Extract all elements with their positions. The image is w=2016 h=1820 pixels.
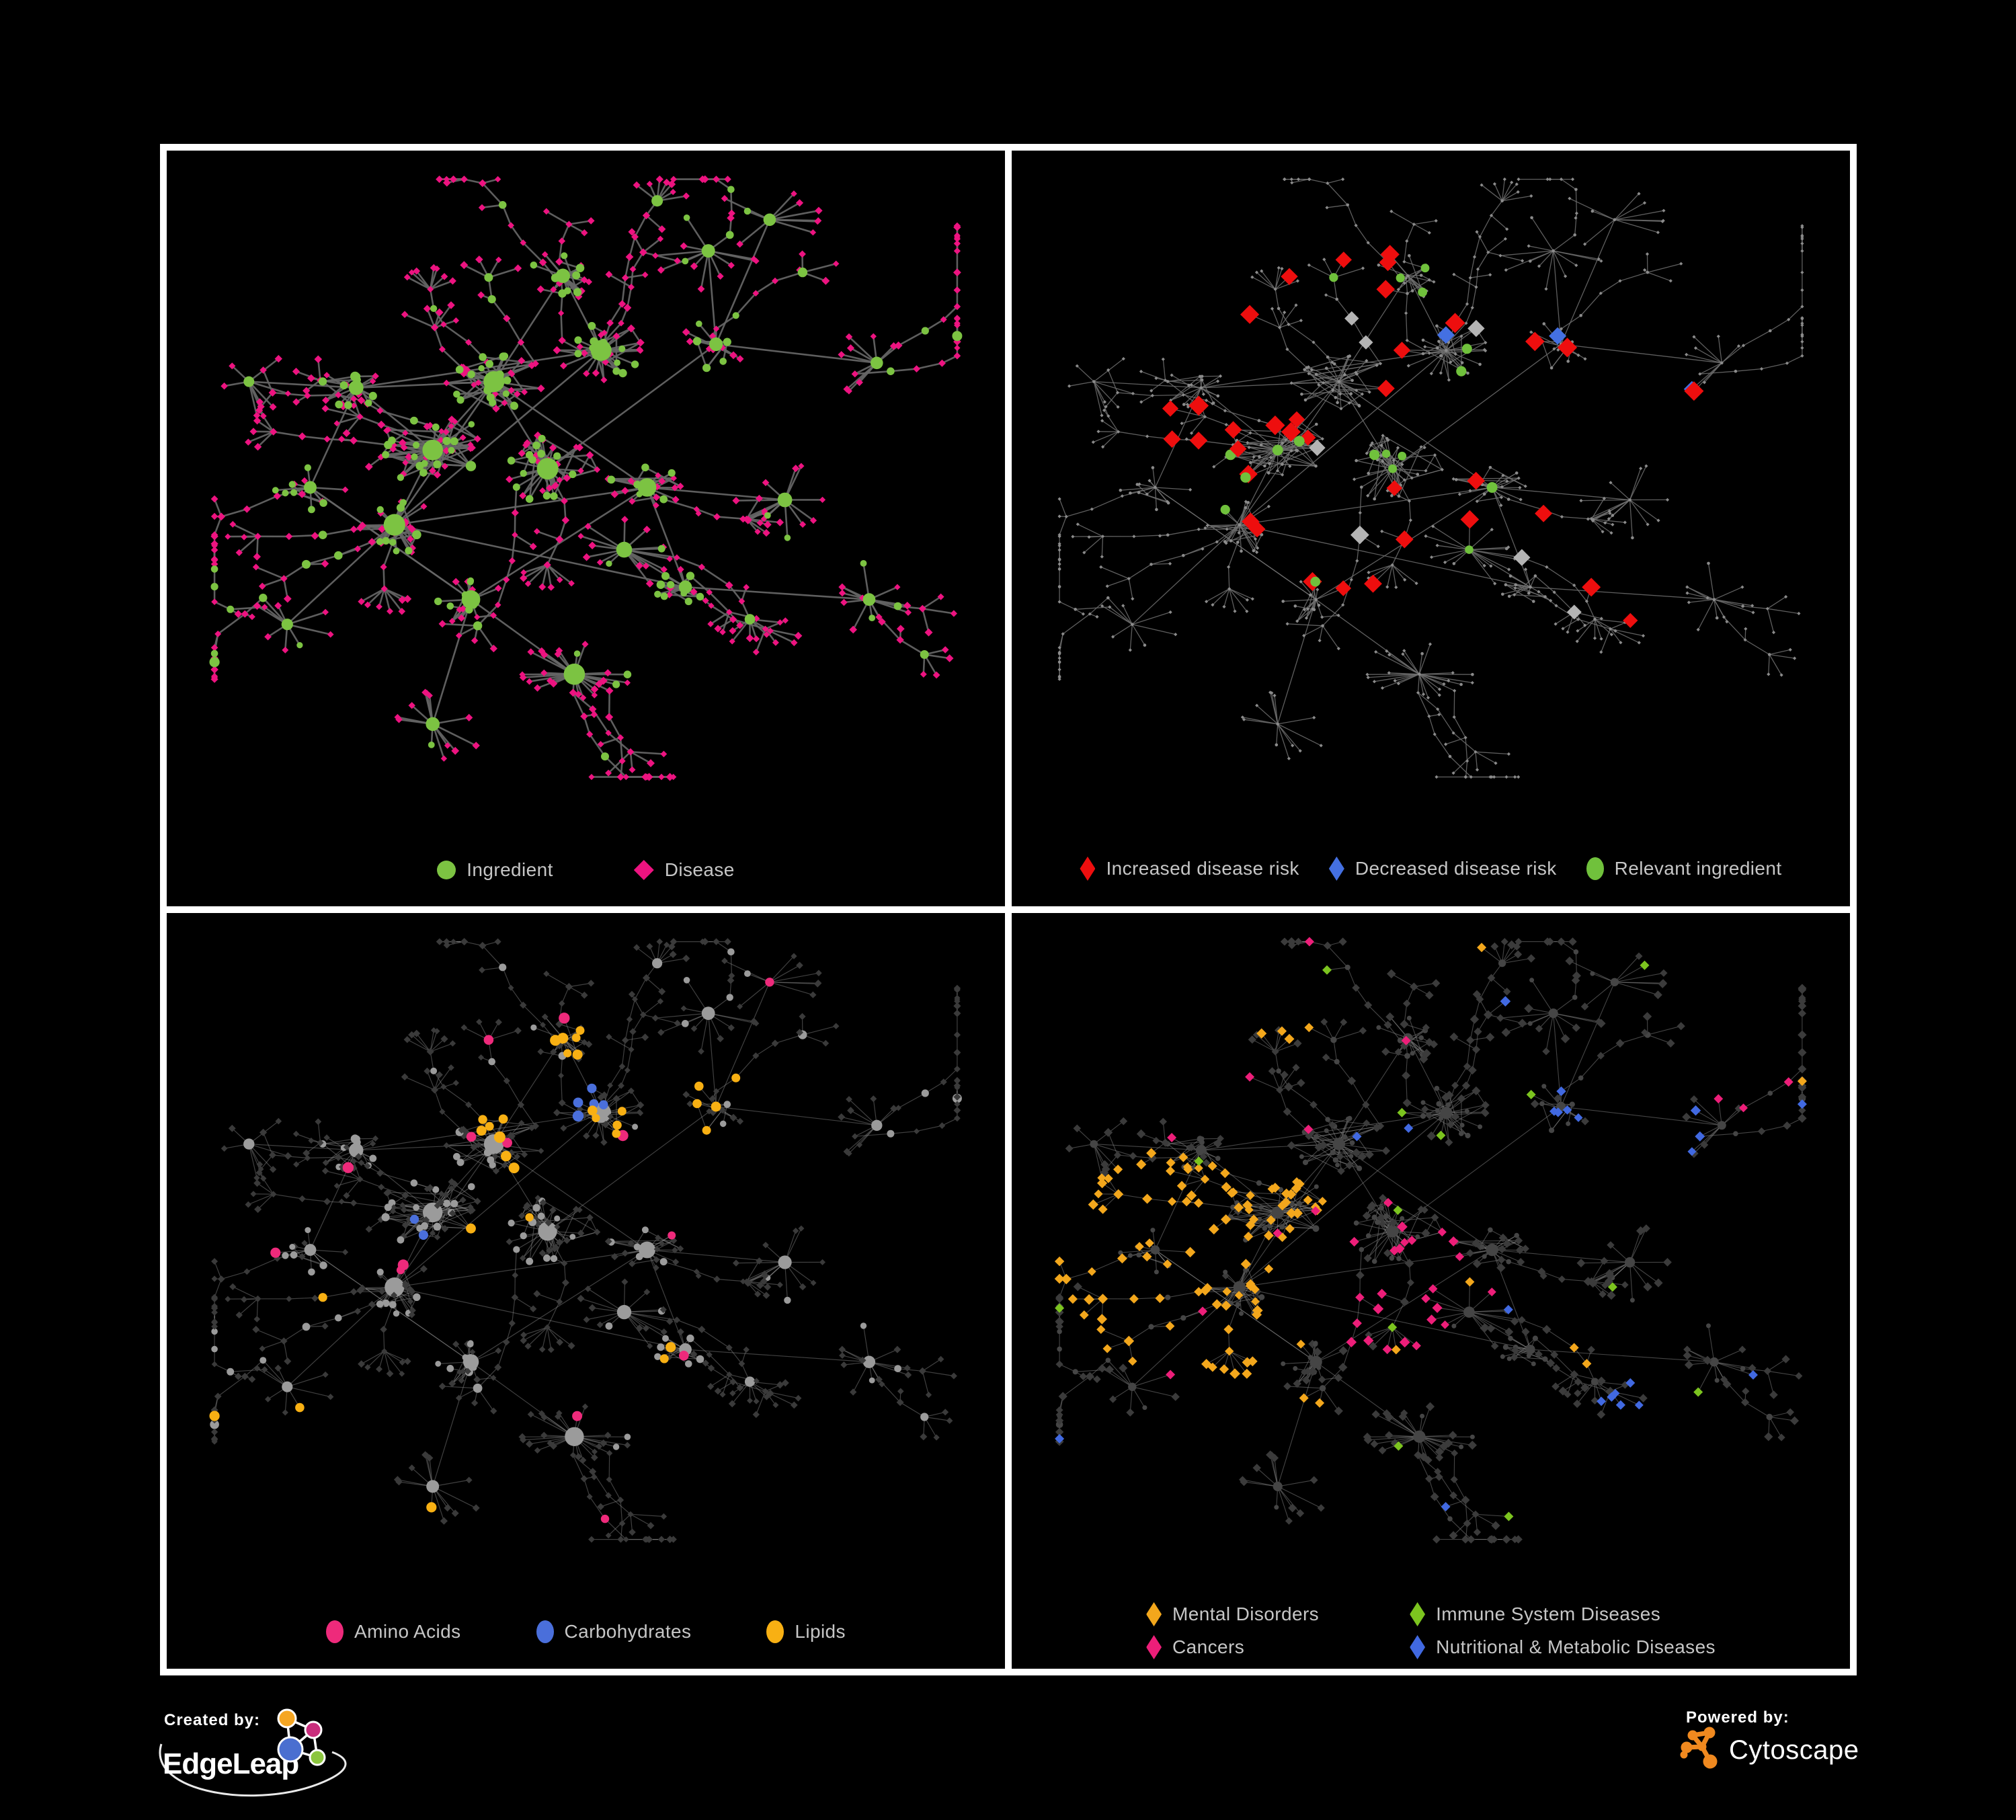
edgeleap-node-green xyxy=(309,1749,326,1766)
disease-risk-network-svg xyxy=(1057,177,1804,779)
legend-item-immune-system-diseases: Immune System Diseases xyxy=(1410,1602,1660,1626)
disease-class-network-svg xyxy=(1054,937,1807,1544)
legend-item-relevant-ingredient: Relevant ingredient xyxy=(1586,857,1782,880)
legend-label: Lipids xyxy=(795,1621,846,1642)
disease-marker xyxy=(633,860,654,880)
horizontal-divider xyxy=(167,906,1850,913)
legend-item-nutritional-metabolic-diseases: Nutritional & Metabolic Diseases xyxy=(1410,1635,1716,1659)
edgeleap-node-orange xyxy=(277,1708,297,1729)
amino-acids-marker xyxy=(326,1620,344,1643)
edgeleap-node-blue xyxy=(277,1736,304,1763)
cancers-marker xyxy=(1146,1635,1162,1659)
ingredient-class-legend: Amino Acids Carbohydrates Lipids xyxy=(173,1620,998,1643)
legend-label: Nutritional & Metabolic Diseases xyxy=(1436,1636,1716,1657)
powered-by-label: Powered by: xyxy=(1686,1708,1789,1727)
legend-item-amino-acids: Amino Acids xyxy=(326,1620,460,1643)
legend-item-carbohydrates: Carbohydrates xyxy=(536,1620,692,1643)
network-edges xyxy=(213,178,959,778)
panel-ingredient-disease: Ingredient Disease xyxy=(167,151,1005,906)
network-nodes xyxy=(209,938,962,1544)
legend-label: Mental Disorders xyxy=(1172,1604,1320,1624)
lipids-marker xyxy=(766,1620,784,1643)
legend-label: Decreased disease risk xyxy=(1355,858,1557,879)
edgeleap-attribution: Created by: EdgeLeap xyxy=(159,1708,347,1797)
legend-item-decreased-disease-risk: Decreased disease risk xyxy=(1328,857,1557,881)
cytoscape-icon xyxy=(1680,1727,1718,1769)
disease-risk-legend: Increased disease risk Decreased disease … xyxy=(1018,857,1843,881)
network-edges xyxy=(214,941,958,1540)
edgeleap-node-magenta xyxy=(304,1720,323,1739)
network-edges xyxy=(1059,178,1803,778)
network-nodes xyxy=(1054,937,1807,1544)
legend-label: Disease xyxy=(664,859,735,880)
legend-label: Cancers xyxy=(1172,1636,1245,1657)
decreased-disease-risk-marker xyxy=(1328,857,1344,881)
ingredient-class-network-svg xyxy=(209,938,962,1544)
carbohydrates-marker xyxy=(536,1620,554,1643)
edgeleap-logo-graph xyxy=(277,1708,326,1766)
panel-grid: Ingredient Disease Increased disease risk… xyxy=(160,144,1857,1675)
created-by-label: Created by: xyxy=(164,1711,260,1729)
ingredient-disease-legend: Ingredient Disease xyxy=(173,859,998,881)
edgeleap-wordmark: EdgeLeap xyxy=(163,1747,298,1780)
legend-label: Ingredient xyxy=(467,859,553,880)
panel-ingredient-class: Amino Acids Carbohydrates Lipids xyxy=(167,913,1005,1669)
network-nodes xyxy=(209,175,963,781)
nutritional-metabolic-diseases-marker xyxy=(1410,1635,1426,1659)
panel-disease-risk: Increased disease risk Decreased disease … xyxy=(1012,151,1850,906)
legend-item-ingredient: Ingredient xyxy=(437,859,553,881)
legend-label: Relevant ingredient xyxy=(1614,858,1782,879)
legend-item-lipids: Lipids xyxy=(766,1620,846,1643)
legend-label: Carbohydrates xyxy=(564,1621,692,1642)
cytoscape-wordmark: Cytoscape xyxy=(1729,1735,1859,1765)
edgeleap-swoosh xyxy=(159,1743,347,1797)
network-edges xyxy=(1059,941,1803,1540)
ingredient-marker xyxy=(437,861,456,879)
legend-label: Immune System Diseases xyxy=(1436,1604,1661,1624)
ingredient-disease-network-svg xyxy=(209,175,963,781)
relevant-ingredient-marker xyxy=(1586,857,1604,880)
legend-item-disease: Disease xyxy=(633,859,735,881)
legend-item-cancers: Cancers xyxy=(1146,1635,1244,1659)
legend-label: Increased disease risk xyxy=(1106,858,1299,879)
legend-item-increased-disease-risk: Increased disease risk xyxy=(1080,857,1299,881)
increased-disease-risk-marker xyxy=(1080,857,1096,881)
mental-disorders-marker xyxy=(1146,1602,1162,1626)
legend-label: Amino Acids xyxy=(354,1621,461,1642)
legend-item-mental-disorders: Mental Disorders xyxy=(1146,1602,1319,1626)
network-nodes xyxy=(1057,177,1804,779)
cytoscape-attribution: Powered by: Cytoscape xyxy=(1680,1708,1859,1769)
immune-system-diseases-marker xyxy=(1410,1602,1426,1626)
disease-class-legend: Mental Disorders Immune System Diseases Ca… xyxy=(1146,1602,1716,1659)
panel-disease-class: Mental Disorders Immune System Diseases Ca… xyxy=(1012,913,1850,1669)
